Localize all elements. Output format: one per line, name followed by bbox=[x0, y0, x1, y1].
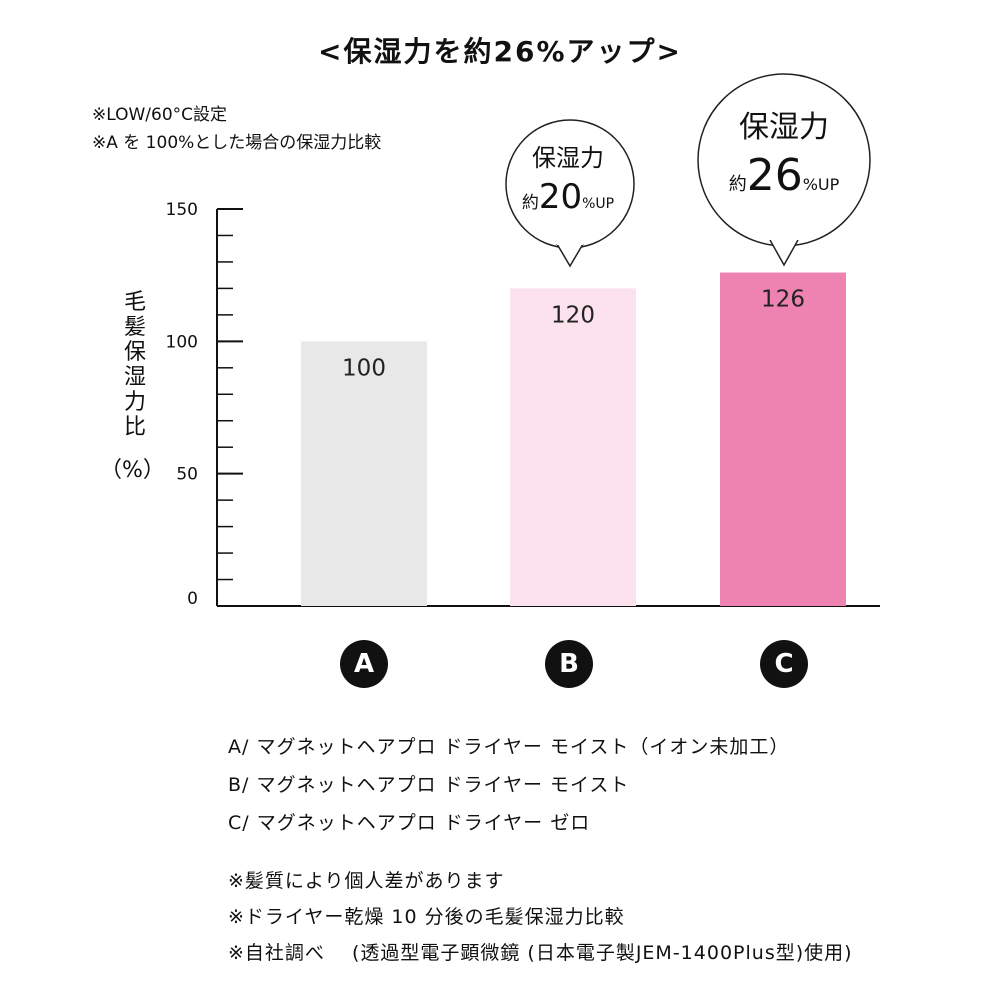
y-axis-label-char: 湿 bbox=[123, 365, 146, 390]
bar-a bbox=[301, 341, 427, 606]
callout-c-prefix: 約 bbox=[728, 174, 747, 195]
callout-c-value: 26 bbox=[746, 150, 803, 201]
bars: 100 120 126 bbox=[301, 272, 846, 606]
y-tick-label: 0 bbox=[187, 589, 198, 609]
y-axis-label-char: 力 bbox=[123, 390, 146, 415]
bar-b bbox=[510, 288, 636, 606]
y-tick-label: 50 bbox=[176, 465, 198, 485]
footnote-individual-difference: ※髪質により個人差があります bbox=[228, 870, 505, 892]
callout-b-suffix: %UP bbox=[582, 196, 615, 212]
legend-item-c: C/ マグネットヘアプロ ドライヤー ゼロ bbox=[228, 812, 591, 834]
callout-c-heading: 保湿力 bbox=[739, 110, 829, 145]
y-axis-label-char: 保 bbox=[123, 340, 146, 365]
y-axis-unit: （%） bbox=[100, 458, 165, 483]
chart-title: <保湿力を約26%アップ> bbox=[318, 35, 682, 68]
legend-item-a: A/ マグネットヘアプロ ドライヤー モイスト（イオン未加工） bbox=[228, 736, 790, 758]
note-setting: ※LOW/60°C設定 bbox=[92, 105, 228, 125]
category-badge-a: A bbox=[340, 640, 388, 688]
callout-b-prefix: 約 bbox=[521, 193, 539, 213]
y-tick-label: 100 bbox=[166, 332, 198, 352]
callout-b: 保湿力 約20%UP bbox=[508, 138, 628, 217]
footnote-measurement: ※ドライヤー乾燥 10 分後の毛髪保湿力比較 bbox=[228, 906, 625, 928]
bar-value-label: 100 bbox=[342, 355, 386, 381]
y-axis-label: 毛 髪 保 湿 力 比 bbox=[120, 290, 150, 440]
callout-shapes bbox=[505, 73, 871, 268]
callout-c-pointer bbox=[769, 239, 799, 267]
y-axis-label-char: 比 bbox=[123, 415, 146, 440]
legend-item-b: B/ マグネットヘアプロ ドライヤー モイスト bbox=[228, 774, 630, 796]
bar-c bbox=[720, 272, 846, 606]
callout-c-suffix: %UP bbox=[802, 175, 840, 194]
y-axis-label-char: 髪 bbox=[123, 315, 146, 340]
category-badge-c: C bbox=[760, 640, 808, 688]
bar-value-label: 120 bbox=[551, 302, 595, 328]
note-comparison-basis: ※A を 100%とした場合の保湿力比較 bbox=[92, 133, 382, 153]
category-badge-b: B bbox=[545, 640, 593, 688]
callout-b-value: 20 bbox=[538, 177, 583, 217]
y-tick-label: 150 bbox=[166, 200, 198, 220]
callout-b-pointer bbox=[556, 243, 584, 268]
y-axis-label-char: 毛 bbox=[123, 290, 146, 315]
callout-b-pointer-mask bbox=[557, 240, 583, 245]
callout-c-pointer-mask bbox=[770, 234, 798, 240]
callout-b-heading: 保湿力 bbox=[532, 144, 604, 172]
footnote-source: ※自社調べ (透過型電子顕微鏡 (日本電子製JEM-1400Plus型)使用) bbox=[228, 942, 853, 964]
callout-c: 保湿力 約26%UP bbox=[702, 102, 866, 201]
bar-value-label: 126 bbox=[761, 287, 805, 313]
